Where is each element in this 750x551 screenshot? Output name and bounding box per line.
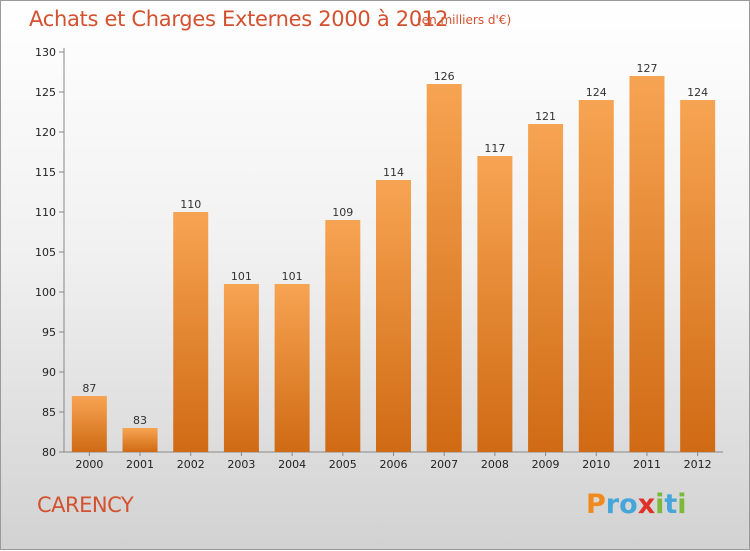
value-label: 117: [484, 142, 505, 155]
commune-name: CARENCY: [37, 493, 134, 517]
value-label: 110: [180, 198, 201, 211]
bar-2005: [325, 220, 361, 452]
x-tick-label: 2005: [329, 458, 357, 471]
value-label: 126: [434, 70, 455, 83]
chart-subtitle: (en milliers d'€): [417, 13, 512, 27]
bar-2009: [528, 124, 564, 452]
y-tick-label: 95: [42, 326, 56, 339]
chart-title: Achats et Charges Externes 2000 à 2012: [29, 7, 449, 31]
x-tick-label: 2003: [227, 458, 255, 471]
logo-letter: P: [586, 489, 606, 520]
y-tick-label: 105: [35, 246, 56, 259]
x-tick-label: 2000: [75, 458, 103, 471]
labels: 87 2000 83 2001 110 2002 101 2003 101 2004 109 2005…: [75, 62, 711, 471]
x-tick-label: 2011: [633, 458, 661, 471]
bar-2000: [71, 396, 107, 452]
y-tick-label: 100: [35, 286, 56, 299]
x-tick-label: 2010: [582, 458, 610, 471]
value-label: 127: [636, 62, 657, 75]
bar-2011: [629, 76, 665, 452]
x-tick-label: 2001: [126, 458, 154, 471]
logo-letter: r: [605, 489, 620, 520]
bar-2001: [122, 428, 158, 452]
value-label: 101: [231, 270, 252, 283]
value-label: 124: [586, 86, 607, 99]
y-tick-label: 80: [42, 446, 56, 459]
y-tick-label: 130: [35, 46, 56, 59]
y-tick-label: 90: [42, 366, 56, 379]
x-tick-label: 2009: [532, 458, 560, 471]
logo-letter: x: [637, 489, 656, 520]
logo-letter: o: [619, 489, 638, 520]
y-tick-label: 125: [35, 86, 56, 99]
y-tick-label: 85: [42, 406, 56, 419]
bars: [71, 76, 716, 452]
value-label: 109: [332, 206, 353, 219]
bar-2010: [578, 100, 614, 452]
bar-2006: [376, 180, 411, 452]
bar-2012: [680, 100, 716, 452]
proxiti-logo: Proxiti: [586, 489, 687, 520]
logo-letter: i: [677, 489, 687, 520]
x-tick-label: 2007: [430, 458, 458, 471]
bar-2007: [426, 84, 462, 452]
value-label: 114: [383, 166, 404, 179]
logo-letter: i: [655, 489, 665, 520]
y-tick-label: 120: [35, 126, 56, 139]
x-tick-label: 2006: [380, 458, 408, 471]
value-label: 87: [82, 382, 96, 395]
x-tick-label: 2004: [278, 458, 306, 471]
value-label: 124: [687, 86, 708, 99]
x-tick-label: 2012: [684, 458, 712, 471]
bar-2008: [477, 156, 513, 452]
axes: 80 85 90 95 100 105 110 115 120 125 130: [35, 46, 723, 459]
bar-2002: [173, 212, 209, 452]
y-tick-label: 110: [35, 206, 56, 219]
value-label: 83: [133, 414, 147, 427]
value-label: 101: [282, 270, 303, 283]
bar-2003: [223, 284, 259, 452]
logo-letter: t: [664, 489, 678, 520]
bar-2004: [274, 284, 310, 452]
x-tick-label: 2008: [481, 458, 509, 471]
value-label: 121: [535, 110, 556, 123]
y-tick-label: 115: [35, 166, 56, 179]
x-tick-label: 2002: [177, 458, 205, 471]
